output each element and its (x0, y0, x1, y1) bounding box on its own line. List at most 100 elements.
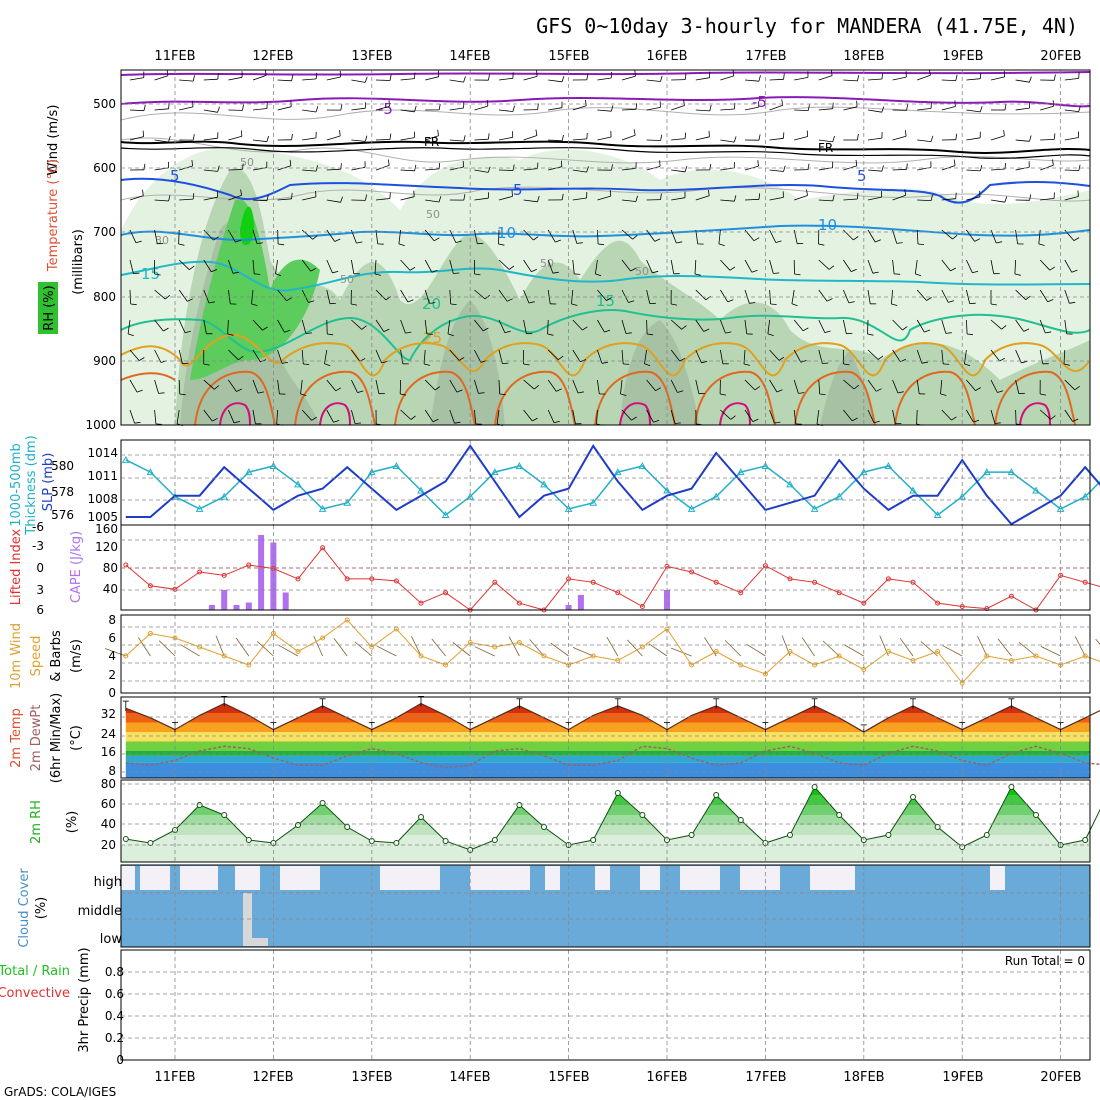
wind-barb (496, 409, 500, 424)
wind-barb-flag (168, 136, 171, 143)
thickness-tick-label: 578 (51, 485, 74, 499)
wind-barb (670, 259, 675, 274)
wind-barb-flag (881, 165, 884, 172)
temperature-axis-label: Temperature (°C) (46, 159, 61, 272)
lifted-index-marker (836, 590, 842, 596)
wind-barb-flag (974, 238, 981, 242)
wind-barb-flag (967, 333, 974, 336)
wind-barb (178, 379, 181, 395)
wind-barb (769, 137, 784, 141)
wind-tick-label: 6 (108, 631, 116, 645)
wind-barb (1040, 198, 1055, 201)
pressure-tick-label: 500 (93, 97, 116, 111)
temp-tick-label: 24 (101, 727, 116, 741)
wind-barb-flag (634, 70, 636, 77)
wind-barb (252, 199, 268, 202)
wind-barb-flag (950, 267, 956, 272)
bottom-date-axis: 11FEB 12FEB 13FEB 14FEB 15FEB 16FEB 17FE… (154, 1070, 1081, 1085)
wind-barb (398, 229, 401, 244)
wind-barb (621, 108, 637, 111)
wind-barb (547, 349, 559, 360)
cape-bar (245, 602, 252, 610)
contour-25 (120, 333, 1091, 377)
thickness-axis-label: 1000-500mb (9, 443, 24, 527)
wind-barb (424, 379, 436, 391)
wind-barb-flag (720, 393, 727, 396)
wind-barb (252, 259, 255, 274)
surface-wind-barb (313, 635, 323, 657)
rh-band-base (121, 845, 1090, 862)
wind-barb (449, 107, 464, 111)
wind-barb-flag (334, 238, 341, 242)
rh-tick-label: 20 (101, 838, 116, 852)
wind-barb-flag (684, 73, 687, 80)
contour-freezing (120, 140, 1091, 154)
lifted-index-marker (615, 590, 621, 596)
rh2m-axis-label: 2m RH (29, 800, 44, 844)
wind-barb (498, 229, 500, 245)
top-date-label: 13FEB (351, 49, 392, 64)
wind-barb-flag (278, 243, 285, 246)
lifted-index-marker (197, 569, 203, 575)
wind-barb (154, 349, 162, 363)
wind-barb-flag (915, 273, 922, 277)
wind-barb (523, 319, 527, 334)
wind-barb-flag (561, 134, 564, 141)
wind-barb-flag (975, 387, 981, 391)
wind-barb-flag (828, 265, 835, 270)
wind-barb-flag (1004, 196, 1008, 203)
wind-barb-flag (242, 104, 244, 111)
wind-barb (990, 319, 1002, 330)
wind-barb-flag (333, 420, 340, 423)
wind-barb-flag (758, 193, 761, 200)
wind-barb-flag (233, 421, 240, 424)
bottom-date-label: 13FEB (351, 1070, 392, 1085)
wind-barb (966, 409, 974, 423)
cloud-plot (121, 865, 1090, 947)
rh-legend-swatch (38, 282, 58, 334)
chart-title: GFS 0~10day 3-hourly for MANDERA (41.75E… (536, 14, 1078, 38)
lifted-index-marker (590, 579, 596, 585)
wind-barb (597, 379, 600, 394)
wind-barb (302, 196, 316, 201)
wind-barb (843, 259, 852, 272)
wind-barb-flag (943, 363, 950, 365)
wind-barb (326, 76, 341, 81)
wind-barb (498, 379, 501, 395)
rh-marker (147, 840, 154, 846)
rh-marker (885, 832, 892, 838)
wind-barb (1064, 169, 1079, 171)
wind-barb-flag (853, 236, 859, 241)
wind-barb-flag (134, 421, 141, 424)
wind-barb-flag (576, 242, 583, 244)
wind-barb-flag (1023, 328, 1030, 332)
wind-barb (251, 289, 254, 304)
temp-plot (122, 696, 1100, 778)
wind-barb-flag (407, 299, 414, 303)
wind-barb (621, 349, 624, 364)
wind-barb (447, 319, 451, 334)
wind-barb-flag (533, 384, 540, 390)
wind-barb (1064, 78, 1079, 81)
lifted-tick-label: -6 (32, 520, 44, 534)
wind-barb (818, 108, 833, 111)
temp-axis-label-4: (°C) (69, 725, 84, 751)
wind-barb-flag (284, 329, 291, 333)
wind-barb-flag (192, 193, 195, 200)
wind-barb-flag (192, 134, 195, 141)
wind-barb (203, 196, 218, 201)
thickness-marker (417, 486, 425, 494)
cloud-clear-block (470, 866, 530, 890)
wind-barb-flag (203, 363, 210, 366)
wind-barb-flag (561, 193, 564, 200)
wind-barb (720, 108, 735, 111)
wind-panel: 8 6 4 2 0 10m Wind Speed & Barbs (m/s) (9, 613, 1100, 700)
wind-barb-flag (400, 393, 407, 396)
wind-barb-flag (647, 333, 654, 336)
wind-barb-flag (187, 298, 193, 302)
wind-barb-flag (504, 330, 511, 334)
surface-wind-barb (529, 639, 545, 657)
wind-barb-flag (734, 102, 736, 110)
wind-barb-flag (754, 386, 761, 391)
wind-barb (794, 195, 808, 201)
